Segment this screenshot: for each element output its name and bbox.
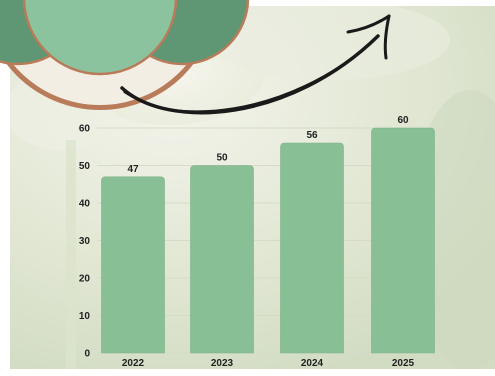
background-blur-shape <box>210 0 450 80</box>
data-label-2022: 47 <box>127 164 139 175</box>
bar-2023 <box>190 165 254 354</box>
bar-2022 <box>101 176 165 354</box>
x-tick-label: 2024 <box>301 358 324 369</box>
y-tick-label: 40 <box>79 199 91 210</box>
data-label-2023: 50 <box>216 153 228 164</box>
x-tick-label: 2025 <box>392 358 415 369</box>
x-tick-label: 2022 <box>122 358 145 369</box>
y-tick-label: 50 <box>79 161 91 172</box>
y-tick-label: 60 <box>79 124 91 135</box>
x-tick-label: 2023 <box>211 358 234 369</box>
y-tick-label: 20 <box>79 274 91 285</box>
y-tick-label: 0 <box>84 349 90 360</box>
bar-2024 <box>280 142 344 354</box>
y-tick-label: 30 <box>79 236 91 247</box>
flower-stem <box>66 140 76 376</box>
decorative-medallion <box>0 0 250 110</box>
data-label-2024: 56 <box>306 130 318 141</box>
bar-2025 <box>371 127 435 354</box>
y-tick-label: 10 <box>79 311 91 322</box>
data-label-2025: 60 <box>397 115 409 126</box>
growth-arrow-icon <box>120 14 391 115</box>
